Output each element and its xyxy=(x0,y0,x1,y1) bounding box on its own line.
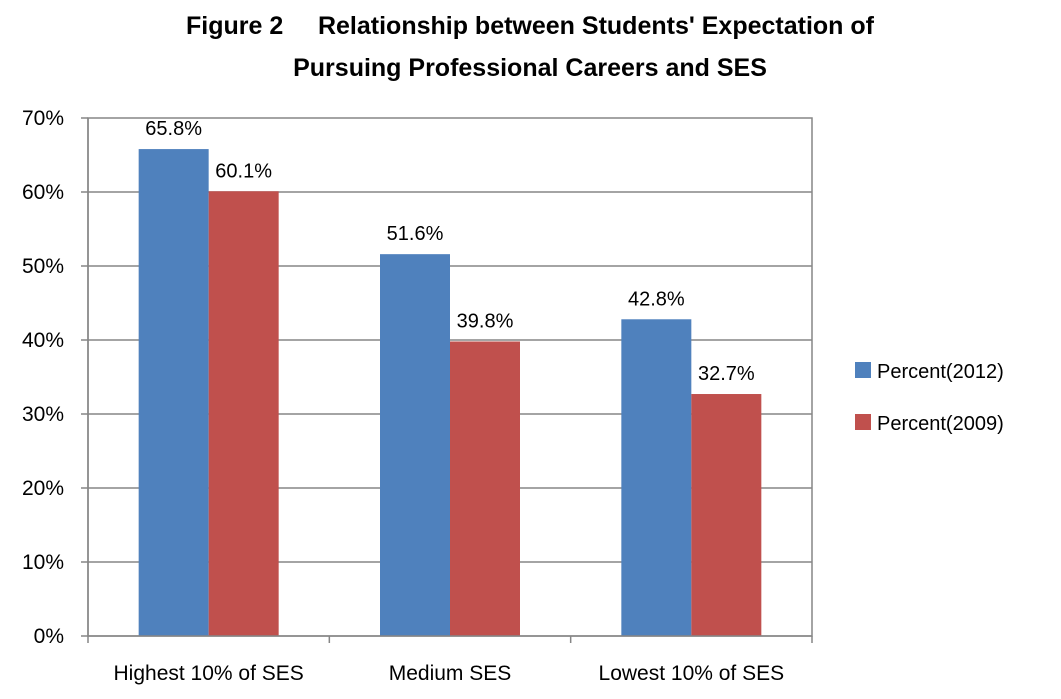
legend-label: Percent(2012) xyxy=(877,361,1004,383)
data-label: 39.8% xyxy=(457,310,514,332)
data-label: 32.7% xyxy=(698,363,755,385)
legend-swatch xyxy=(855,414,871,430)
y-tick-label: 0% xyxy=(34,625,64,648)
data-labels: 65.8% 51.6% 42.8% 60.1% 39.8% 32.7% xyxy=(145,118,755,385)
data-label: 60.1% xyxy=(215,160,272,182)
y-tick-label: 30% xyxy=(22,403,64,426)
bar xyxy=(621,319,692,636)
axes: 0% 10% 20% 30% 40% 50% 60% 70% Highest 10% of SE… xyxy=(22,107,813,685)
y-tick-label: 50% xyxy=(22,255,64,278)
y-tick-label: 60% xyxy=(22,181,64,204)
y-tick-label: 40% xyxy=(22,329,64,352)
y-tick-label: 20% xyxy=(22,477,64,500)
x-category-label: Highest 10% of SES xyxy=(114,662,304,685)
legend: Percent(2012) Percent(2009) xyxy=(855,361,1004,435)
data-label: 42.8% xyxy=(628,288,685,310)
x-category-label: Medium SES xyxy=(389,662,512,685)
chart-title-line1: Figure 2 Relationship between Students' … xyxy=(186,12,875,40)
y-tick-label: 10% xyxy=(22,551,64,574)
bar xyxy=(138,149,209,636)
y-tick-label: 70% xyxy=(22,107,64,130)
data-label: 51.6% xyxy=(387,223,444,245)
bar xyxy=(450,341,520,636)
x-category-label: Lowest 10% of SES xyxy=(599,662,785,685)
chart-title-line2: Pursuing Professional Careers and SES xyxy=(293,54,767,82)
bar xyxy=(691,394,762,636)
bars xyxy=(138,149,762,636)
bar xyxy=(380,254,450,636)
legend-swatch xyxy=(855,362,871,378)
legend-label: Percent(2009) xyxy=(877,413,1004,435)
bar xyxy=(208,191,279,636)
data-label: 65.8% xyxy=(145,118,202,140)
